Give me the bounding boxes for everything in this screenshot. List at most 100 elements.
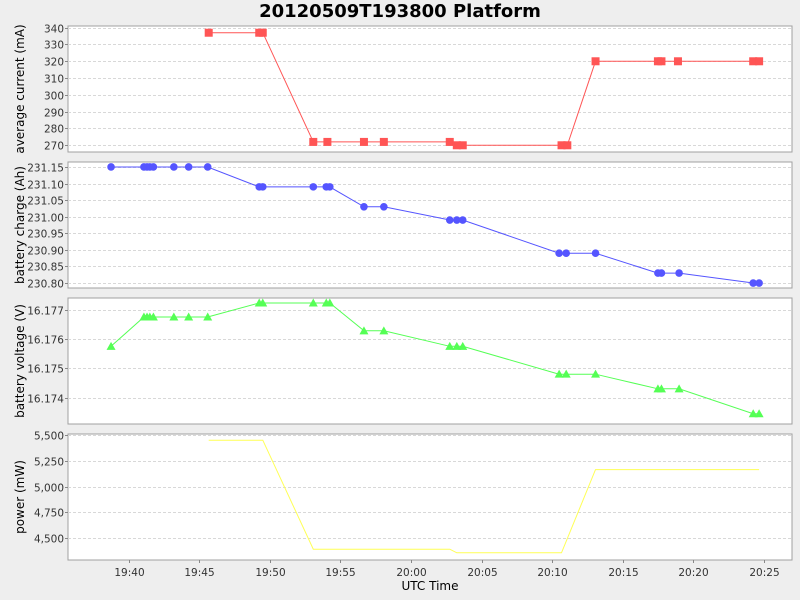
x-tick-label: 19:50 bbox=[255, 567, 285, 579]
y-tick-label: 231.05 bbox=[27, 196, 64, 208]
x-tick-label: 20:15 bbox=[608, 567, 638, 579]
data-point bbox=[325, 298, 335, 307]
x-tick-label: 20:05 bbox=[467, 567, 497, 579]
y-tick-label: 5,250 bbox=[34, 457, 64, 469]
data-point bbox=[106, 341, 116, 350]
data-point bbox=[562, 249, 570, 257]
data-point bbox=[445, 137, 454, 146]
plot-area bbox=[67, 433, 793, 561]
data-point bbox=[591, 369, 601, 378]
data-point bbox=[308, 298, 318, 307]
data-point bbox=[258, 298, 268, 307]
data-point bbox=[445, 216, 454, 224]
y-axis-label: battery voltage (V) bbox=[13, 304, 27, 418]
x-tick-label: 20:25 bbox=[749, 567, 779, 579]
y-tick-label: 16.176 bbox=[27, 335, 64, 347]
y-tick-label: 340 bbox=[44, 24, 64, 36]
data-point bbox=[380, 202, 388, 211]
data-point bbox=[554, 369, 564, 378]
data-point bbox=[359, 326, 369, 335]
data-point bbox=[563, 141, 572, 150]
x-axis: 19:40 19:45 19:50 19:55 20:00 20:05 20:10 20:15… bbox=[114, 560, 780, 579]
battery-charge-panel: 230.80 230.85 230.90 230.95 231.00 231.05 231.… bbox=[13, 161, 793, 291]
data-point bbox=[258, 183, 267, 191]
data-point bbox=[169, 312, 179, 321]
chart-title: 20120509T193800 Platform bbox=[259, 1, 541, 22]
x-tick-label: 20:20 bbox=[678, 567, 708, 579]
data-series bbox=[204, 28, 764, 150]
average-current-panel: 270 280 290 300 310 320 330 340 average current … bbox=[13, 24, 793, 154]
y-tick-label: 230.85 bbox=[27, 262, 64, 274]
data-point bbox=[656, 384, 666, 393]
data-point bbox=[657, 57, 666, 66]
data-point bbox=[748, 409, 758, 418]
y-tick-label: 270 bbox=[44, 141, 64, 153]
data-point bbox=[107, 163, 115, 171]
data-point bbox=[204, 28, 213, 37]
data-point bbox=[458, 216, 467, 224]
data-point bbox=[170, 163, 178, 171]
data-point bbox=[458, 341, 468, 350]
y-tick-label: 231.15 bbox=[27, 163, 64, 175]
data-point bbox=[673, 57, 682, 66]
data-point bbox=[675, 269, 683, 277]
y-tick-label: 230.80 bbox=[27, 279, 64, 291]
y-tick-label: 4,750 bbox=[34, 508, 64, 520]
data-point bbox=[591, 249, 600, 257]
x-tick-label: 19:45 bbox=[184, 567, 214, 579]
x-axis-label: UTC Time bbox=[402, 579, 459, 593]
data-point bbox=[360, 202, 368, 211]
data-point bbox=[674, 384, 684, 393]
y-tick-label: 4,500 bbox=[34, 534, 64, 546]
y-tick-label: 310 bbox=[44, 74, 64, 86]
data-point bbox=[379, 326, 389, 335]
y-tick-label: 231.10 bbox=[27, 180, 64, 192]
x-tick-label: 20:00 bbox=[396, 567, 426, 579]
data-point bbox=[149, 163, 158, 171]
data-point bbox=[755, 279, 763, 287]
power-panel: 4,500 4,750 5,000 5,250 5,500 power (mW) bbox=[13, 431, 793, 561]
data-point bbox=[325, 183, 334, 191]
y-tick-label: 5,000 bbox=[34, 483, 64, 495]
data-point bbox=[557, 141, 566, 150]
x-tick-label: 20:10 bbox=[537, 567, 567, 579]
data-series bbox=[208, 439, 760, 554]
y-tick-label: 16.174 bbox=[27, 394, 64, 406]
data-point bbox=[148, 312, 158, 321]
y-tick-label: 5,500 bbox=[34, 431, 64, 443]
y-axis-label: power (mW) bbox=[13, 460, 27, 534]
data-point bbox=[755, 57, 764, 66]
data-point bbox=[754, 409, 764, 418]
data-point bbox=[555, 249, 563, 257]
data-point bbox=[184, 163, 193, 171]
data-point bbox=[203, 163, 212, 171]
data-point bbox=[452, 341, 462, 350]
data-point bbox=[591, 57, 600, 66]
data-point bbox=[258, 28, 267, 37]
data-point bbox=[445, 341, 455, 350]
y-tick-label: 16.177 bbox=[27, 306, 64, 318]
y-tick-label: 230.95 bbox=[27, 229, 64, 241]
plot-area bbox=[67, 25, 793, 153]
x-tick-label: 19:40 bbox=[114, 567, 144, 579]
y-tick-label: 230.90 bbox=[27, 246, 64, 258]
y-axis-label: average current (mA) bbox=[13, 24, 27, 153]
y-tick-label: 280 bbox=[44, 124, 64, 136]
data-series bbox=[107, 163, 763, 287]
y-tick-label: 320 bbox=[44, 57, 64, 69]
y-tick-label: 16.175 bbox=[27, 364, 64, 376]
data-point bbox=[203, 312, 213, 321]
data-point bbox=[657, 269, 666, 277]
data-point bbox=[379, 137, 388, 146]
data-point bbox=[749, 279, 757, 287]
data-point bbox=[184, 312, 194, 321]
data-point bbox=[309, 183, 318, 191]
y-tick-label: 290 bbox=[44, 108, 64, 120]
y-tick-label: 330 bbox=[44, 40, 64, 52]
x-tick-label: 19:55 bbox=[325, 567, 355, 579]
y-tick-label: 300 bbox=[44, 91, 64, 103]
data-point bbox=[309, 137, 318, 146]
data-point bbox=[359, 137, 368, 146]
